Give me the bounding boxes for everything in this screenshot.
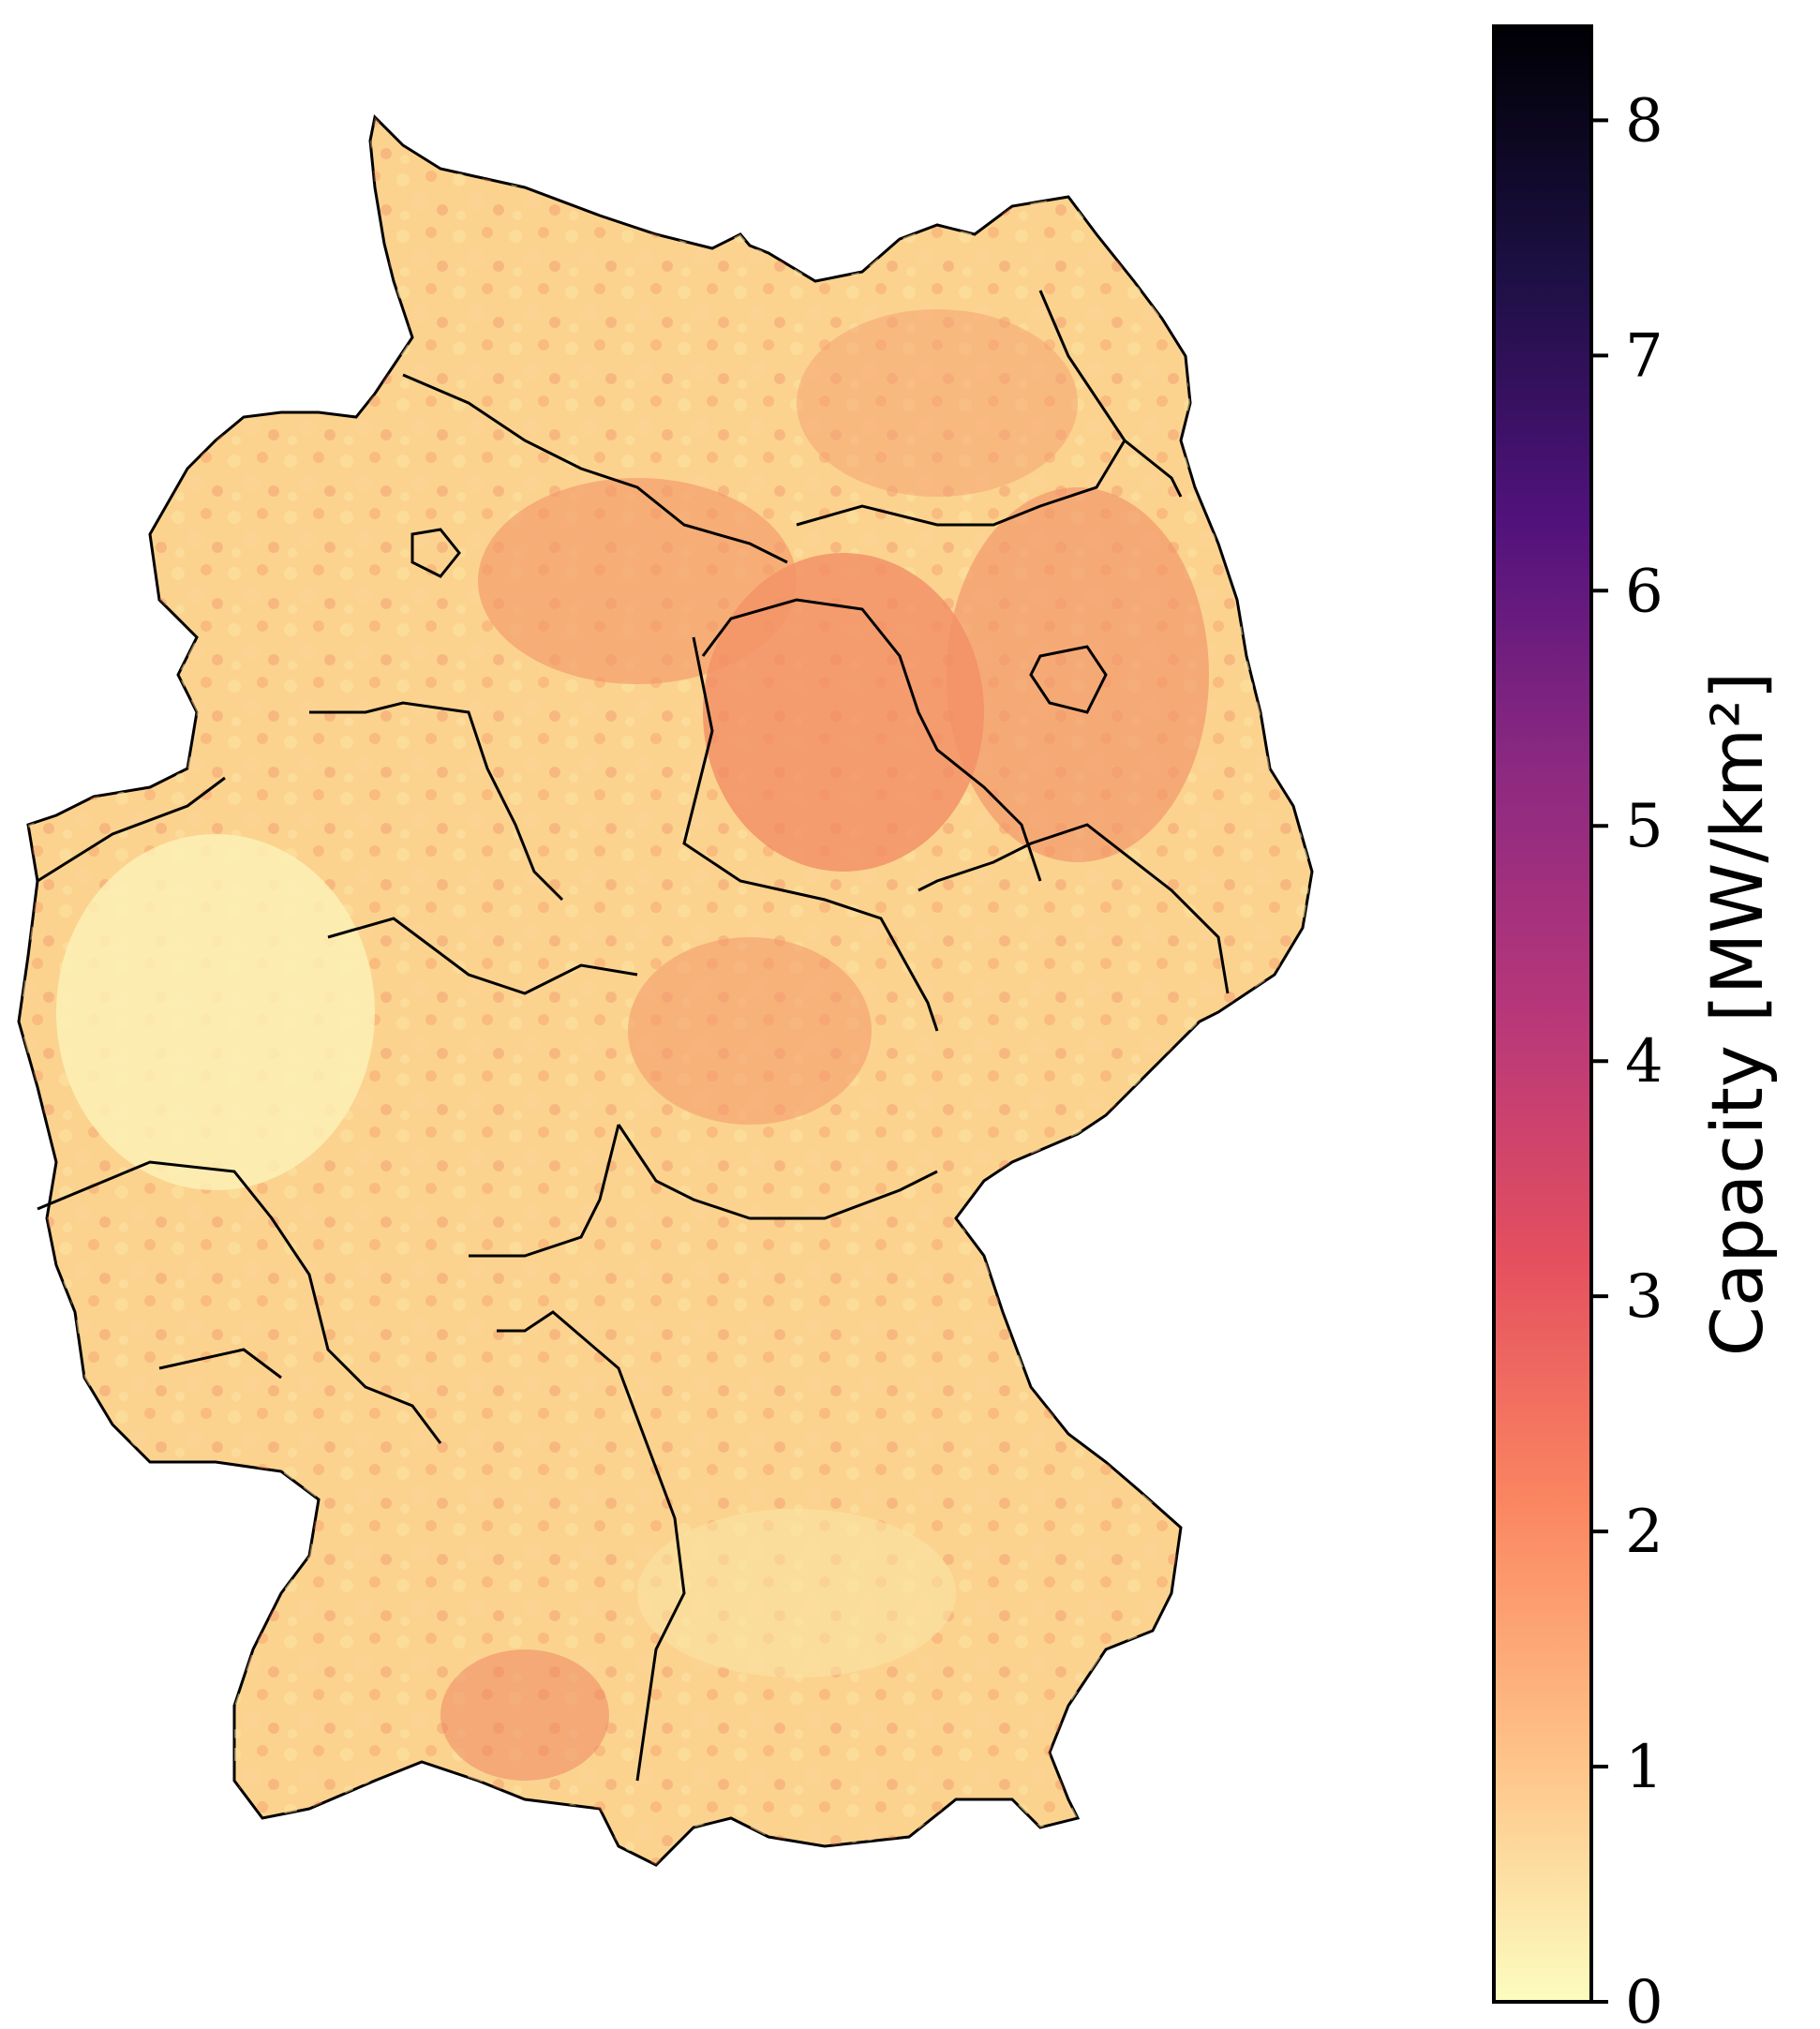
colorbar-tick-label: 1 — [1625, 1733, 1663, 1802]
colorbar-tick-label: 4 — [1625, 1027, 1663, 1097]
colorbar-tick-label: 2 — [1625, 1498, 1663, 1567]
dense-region-mv — [797, 309, 1078, 497]
colorbar-gradient — [1492, 24, 1593, 2004]
colorbar-tick-label: 7 — [1625, 321, 1663, 391]
sparse-region-nrw — [56, 834, 375, 1190]
dense-region-lower-saxony — [478, 478, 797, 684]
colorbar-tick-label: 5 — [1625, 792, 1663, 861]
colorbar-tick-label: 0 — [1625, 1968, 1663, 2029]
sparse-region-south — [637, 1509, 956, 1678]
colorbar-tick-label: 6 — [1625, 557, 1663, 626]
dense-region-thuringia — [628, 937, 872, 1125]
colorbar-ticks: 0 1 2 3 4 5 6 7 8 — [1591, 86, 1663, 2029]
colorbar-tick-label: 3 — [1625, 1262, 1663, 1332]
colorbar: 0 1 2 3 4 5 6 7 8 Capacity [MW/km²] — [1492, 24, 1779, 2029]
dense-region-brandenburg — [947, 487, 1209, 862]
colorbar-label: Capacity [MW/km²] — [1695, 672, 1779, 1356]
state-borders — [37, 290, 1230, 1782]
germany-map — [17, 113, 1314, 1867]
dense-region-bw — [440, 1649, 609, 1781]
colorbar-tick-label: 8 — [1625, 86, 1663, 156]
